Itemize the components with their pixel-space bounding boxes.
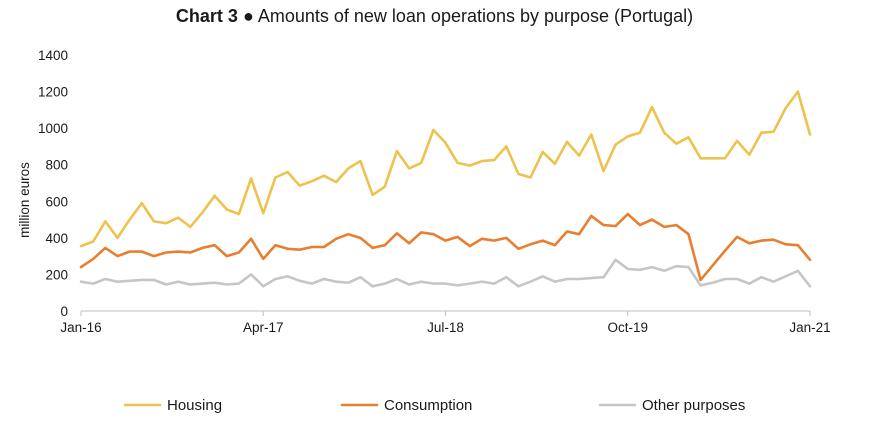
chart-title: Chart 3 ● Amounts of new loan operations…: [0, 6, 869, 27]
x-tick-label: Jul-18: [427, 320, 464, 335]
legend-label-consumption: Consumption: [384, 397, 472, 414]
y-tick-label: 200: [45, 267, 68, 282]
series-line-other-purposes: [79, 258, 812, 288]
series-line-consumption: [79, 212, 812, 282]
y-tick-label: 1400: [38, 48, 68, 63]
legend-label-housing: Housing: [167, 397, 222, 414]
chart-title-separator: ●: [242, 6, 254, 26]
x-tick-label: Apr-17: [243, 320, 284, 335]
chart-title-text: Amounts of new loan operations by purpos…: [257, 6, 694, 26]
y-tick-label: 0: [60, 304, 68, 319]
y-axis-label: million euros: [17, 162, 32, 238]
y-tick-label: 600: [45, 194, 68, 209]
y-tick-label: 1000: [38, 121, 68, 136]
legend-label-other-purposes: Other purposes: [642, 397, 745, 414]
series-lines: [79, 90, 812, 288]
x-tick-label: Oct-19: [607, 320, 648, 335]
y-tick-label: 1200: [38, 85, 68, 100]
y-tick-label: 800: [45, 158, 68, 173]
chart-title-bold: Chart 3: [175, 6, 238, 26]
x-tick-label: Jan-21: [789, 320, 830, 335]
series-line-housing: [79, 90, 812, 248]
x-tick-label: Jan-16: [60, 320, 101, 335]
y-tick-label: 400: [45, 231, 68, 246]
legend: Housing Consumption Other purposes: [123, 397, 745, 414]
axes: 0 200 400 600 800 1000 1200 1400 Jan-16 Apr-17 Jul…: [38, 48, 831, 335]
